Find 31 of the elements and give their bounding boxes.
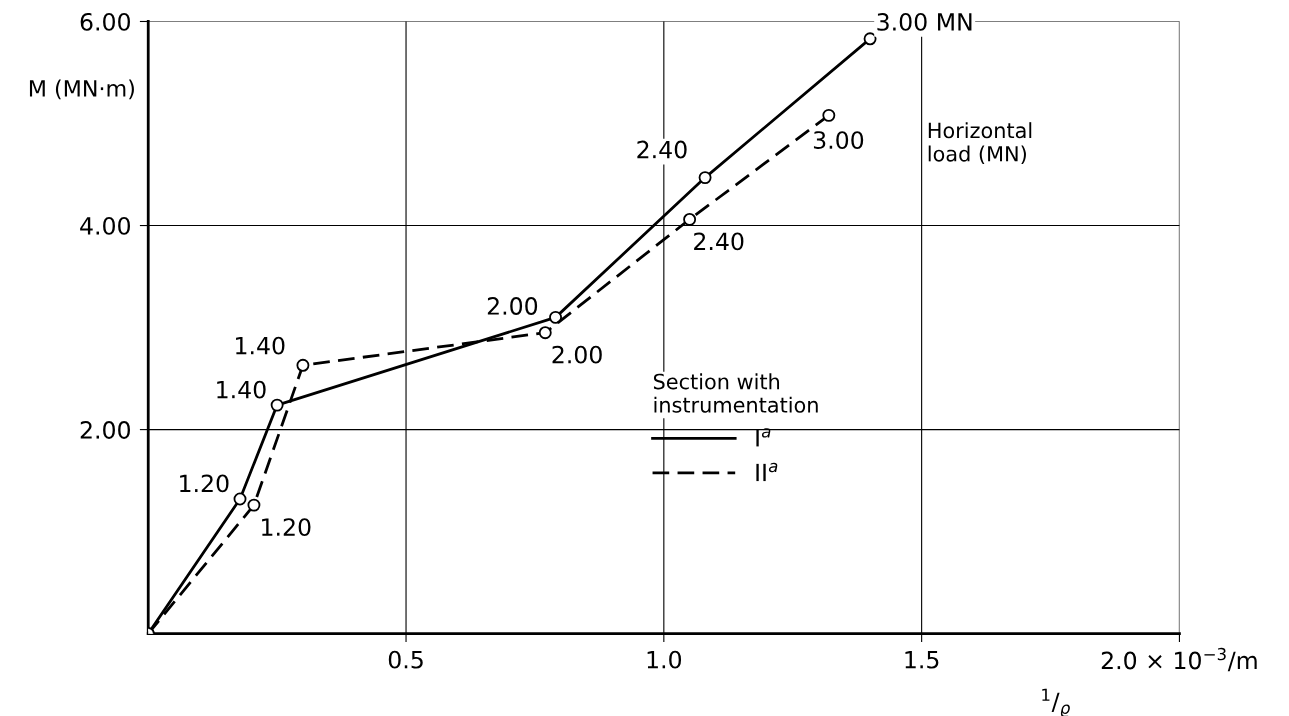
point — [822, 108, 836, 122]
annotation: 3.00 MN — [877, 12, 972, 31]
x-tick-label: 0.5 — [388, 650, 423, 669]
point — [233, 492, 247, 506]
annotation: 1.40 — [236, 336, 285, 355]
point — [698, 171, 712, 185]
x-tick-label: 1.0 — [647, 650, 682, 669]
y-tick-label: 2.00 — [80, 421, 130, 439]
annotation: 1.20 — [262, 518, 311, 536]
annotation: 1.20 — [180, 474, 229, 493]
annotation: 2.00 — [552, 345, 602, 364]
point — [549, 310, 563, 324]
annotation: 3.00 — [813, 131, 864, 150]
annotation: 2.40 — [694, 232, 744, 251]
legend-label: II$^{a}$ — [756, 462, 778, 482]
y-tick-label: 6.00 — [80, 12, 130, 31]
point — [247, 498, 261, 512]
point — [296, 358, 310, 372]
point — [270, 398, 284, 412]
y-axis-title: M (MN·m) — [29, 79, 134, 100]
annotation: 2.00 — [487, 297, 538, 315]
point — [863, 32, 877, 46]
point — [538, 326, 552, 340]
point — [683, 212, 697, 226]
annotation: 2.40 — [637, 140, 687, 159]
annotation: 1.40 — [217, 380, 266, 399]
y-tick-label: 4.00 — [80, 216, 130, 235]
annotation: Horizontal load (MN) — [928, 122, 1032, 165]
legend-title: Section with instrumentation — [653, 373, 818, 413]
x-tick-label: 1.5 — [905, 651, 939, 669]
x-tick-label: 2.0 × 10$^{−3}$/m — [1101, 647, 1257, 672]
